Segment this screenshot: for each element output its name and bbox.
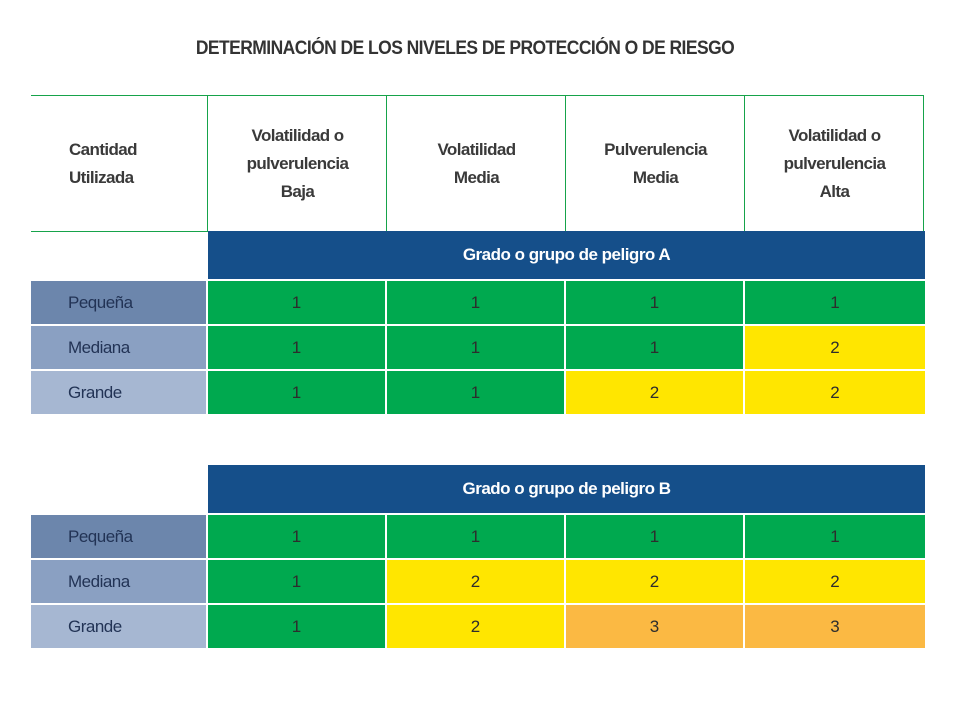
group-a-row-label: Mediana: [31, 326, 206, 369]
table-cell: 1: [566, 515, 743, 558]
header-divider: [923, 96, 924, 231]
table-cell: 2: [745, 560, 925, 603]
table-cell: 1: [208, 515, 385, 558]
group-b-row-label: Grande: [31, 605, 206, 648]
group-a-row-label: Pequeña: [31, 281, 206, 324]
page-title: DETERMINACIÓN DE LOS NIVELES DE PROTECCI…: [195, 38, 735, 59]
table-cell: 3: [566, 605, 743, 648]
table-cell: 2: [745, 371, 925, 414]
table-cell: 1: [387, 371, 564, 414]
table-cell: 1: [208, 371, 385, 414]
group-a-row-label: Grande: [31, 371, 206, 414]
group-a-band: Grado o grupo de peligro A: [208, 231, 925, 279]
header-volatilidad-media: Volatilidad Media: [437, 139, 516, 187]
header-divider: [744, 96, 745, 231]
header-divider: [207, 96, 208, 231]
table-cell: 2: [387, 560, 564, 603]
table-cell: 1: [566, 281, 743, 324]
table-cell: 2: [387, 605, 564, 648]
table-cell: 2: [566, 371, 743, 414]
header-divider: [565, 96, 566, 231]
table-cell: 1: [208, 605, 385, 648]
table-cell: 1: [745, 515, 925, 558]
table-cell: 1: [387, 515, 564, 558]
header-divider: [386, 96, 387, 231]
header-volatilidad-baja: Volatilidad o pulverulencia Baja: [246, 125, 349, 201]
table-cell: 1: [745, 281, 925, 324]
table-cell: 1: [566, 326, 743, 369]
table-cell: 1: [387, 326, 564, 369]
table-cell: 2: [566, 560, 743, 603]
table-cell: 2: [745, 326, 925, 369]
group-b-band: Grado o grupo de peligro B: [208, 465, 925, 513]
group-b-row-label: Mediana: [31, 560, 206, 603]
table-cell: 1: [208, 560, 385, 603]
header-pulverulencia-media: Pulverulencia Media: [604, 139, 707, 187]
table-cell: 1: [208, 326, 385, 369]
table-cell: 1: [387, 281, 564, 324]
header-volatilidad-alta: Volatilidad o pulverulencia Alta: [783, 125, 886, 201]
table-header: Cantidad Utilizada Volatilidad o pulveru…: [31, 95, 924, 232]
table-cell: 3: [745, 605, 925, 648]
header-cantidad-utilizada: Cantidad Utilizada: [69, 139, 138, 187]
table-cell: 1: [208, 281, 385, 324]
group-b-row-label: Pequeña: [31, 515, 206, 558]
